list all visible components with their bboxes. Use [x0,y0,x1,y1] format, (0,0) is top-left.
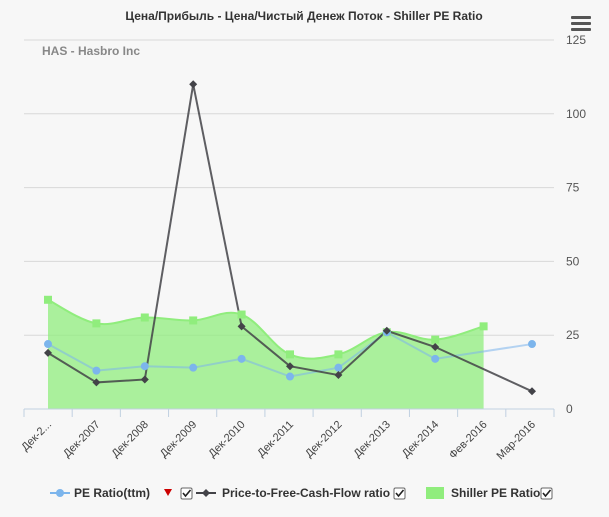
data-point[interactable] [189,80,198,89]
data-point[interactable] [286,362,294,371]
data-point[interactable] [528,340,536,349]
data-point[interactable] [44,348,52,357]
legend-item[interactable]: Price-to-Free-Cash-Flow ratio [196,486,406,500]
series-line-price-to-fcf[interactable] [47,84,533,393]
hamburger-menu-icon[interactable] [571,16,591,31]
legend-item[interactable]: PE Ratio(ttm) [50,486,193,500]
series-marker-layer [44,80,536,396]
data-point[interactable] [189,363,198,372]
y-tick-label: 50 [566,254,580,268]
series-line-pe-ratio[interactable] [47,331,533,378]
data-point[interactable] [92,366,101,375]
data-point[interactable] [479,322,488,331]
data-point[interactable] [140,362,149,371]
series-line-layer [47,84,533,393]
legend-swatch [426,487,444,499]
data-point[interactable] [92,378,101,387]
y-tick-label: 75 [566,181,580,195]
series-area-layer [47,298,484,409]
legend-item[interactable]: Shiller PE Ratio [426,486,553,500]
y-tick-label: 100 [566,107,586,121]
legend: PE Ratio(ttm) Price-to-Free-Cash-Flow rat… [50,486,553,500]
data-point[interactable] [382,326,391,335]
y-tick-label: 25 [566,328,580,342]
y-tick-label: 125 [566,33,586,47]
triangle-down-icon[interactable] [164,489,172,496]
legend-marker [56,489,64,497]
data-point[interactable] [286,372,294,381]
legend-label: PE Ratio(ttm) [74,486,150,500]
chart-title: Цена/Прибыль - Цена/Чистый Денеж Поток -… [125,9,482,23]
data-point[interactable] [431,343,440,352]
data-point[interactable] [44,340,52,349]
checkbox-checked-icon[interactable] [540,487,553,500]
series-line-shiller-pe[interactable] [47,298,484,360]
data-point[interactable] [334,363,343,372]
checkbox-checked-icon[interactable] [393,487,406,500]
data-point[interactable] [334,371,343,380]
data-point[interactable] [189,316,198,325]
data-point[interactable] [44,295,52,304]
data-point[interactable] [431,335,440,344]
data-point[interactable] [140,313,149,322]
data-point[interactable] [431,354,440,363]
checkbox-checked-icon[interactable] [180,487,193,500]
legend-label: Price-to-Free-Cash-Flow ratio [222,486,390,500]
y-axis: 0 25 50 75 100 125 [566,33,586,416]
data-point[interactable] [237,310,246,319]
legend-marker [202,489,210,497]
data-point[interactable] [237,354,246,363]
y-tick-label: 0 [566,402,573,416]
legend-label: Shiller PE Ratio [451,486,540,500]
data-point[interactable] [92,319,101,328]
data-point[interactable] [237,322,246,331]
data-point[interactable] [528,387,536,396]
chart-subtitle: HAS - Hasbro Inc [42,44,140,58]
data-point[interactable] [334,350,343,359]
data-point[interactable] [286,350,294,359]
series-area-shiller-pe[interactable] [48,299,484,409]
data-point[interactable] [140,375,149,384]
